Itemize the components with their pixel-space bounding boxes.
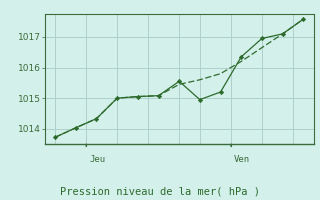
Text: Jeu: Jeu	[89, 155, 106, 164]
Text: Pression niveau de la mer( hPa ): Pression niveau de la mer( hPa )	[60, 186, 260, 196]
Text: Ven: Ven	[234, 155, 250, 164]
